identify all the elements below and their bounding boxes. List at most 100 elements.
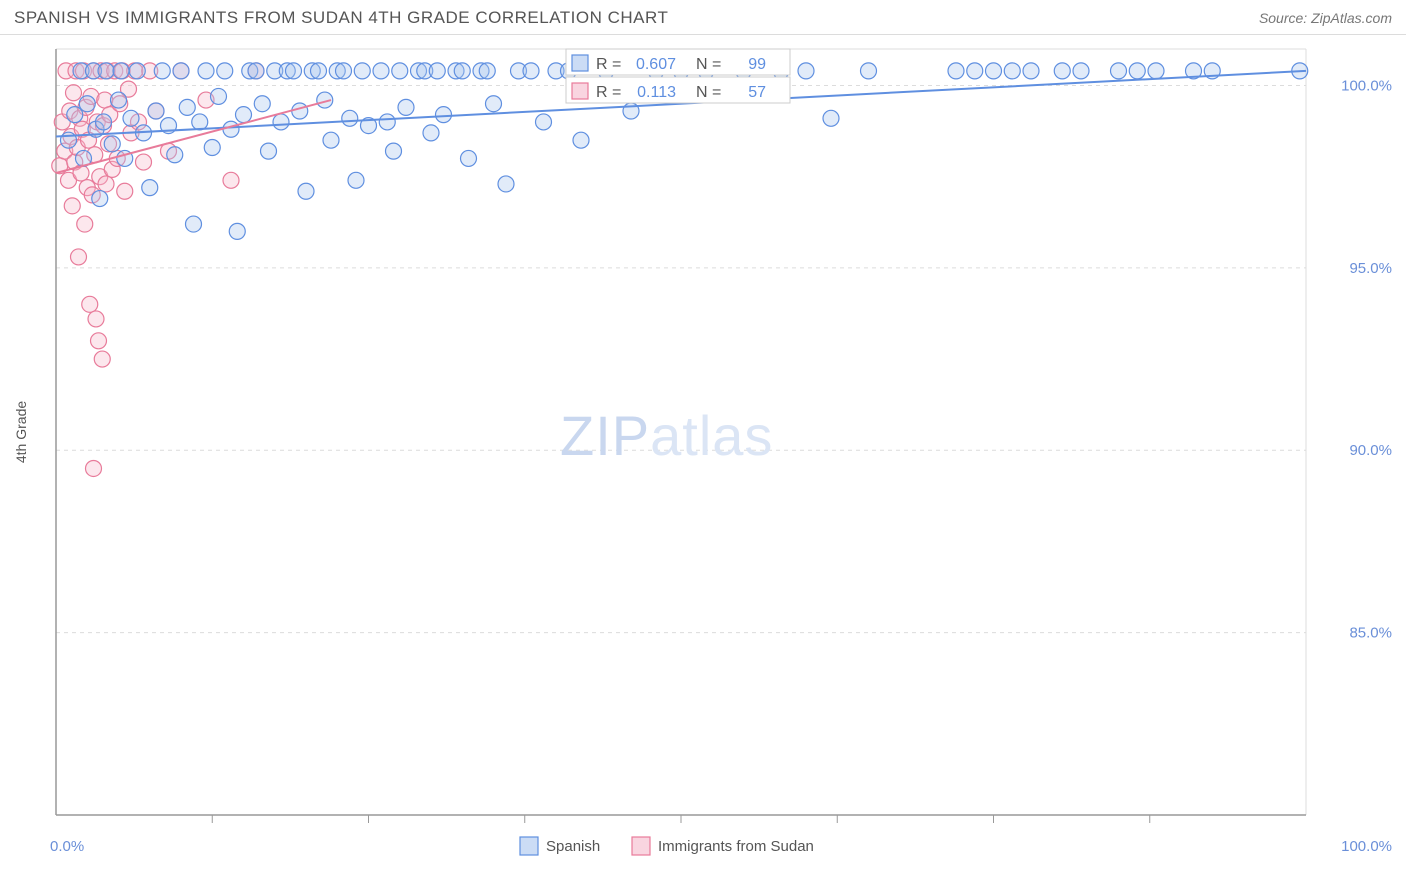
y-tick-label: 100.0% [1341, 77, 1392, 94]
data-point [248, 63, 264, 79]
data-point [148, 103, 164, 119]
y-axis-title: 4th Grade [13, 401, 29, 463]
data-point [98, 63, 114, 79]
chart-title: SPANISH VS IMMIGRANTS FROM SUDAN 4TH GRA… [14, 8, 668, 28]
data-point [498, 176, 514, 192]
legend-label: Spanish [546, 838, 600, 855]
data-point [948, 63, 964, 79]
data-point [398, 99, 414, 115]
stat-r-value: 0.607 [636, 56, 676, 73]
data-point [861, 63, 877, 79]
data-point [342, 110, 358, 126]
data-point [1111, 63, 1127, 79]
data-point [261, 143, 277, 159]
data-point [113, 63, 129, 79]
data-point [1054, 63, 1070, 79]
data-point [64, 198, 80, 214]
data-point [454, 63, 470, 79]
data-point [479, 63, 495, 79]
data-point [179, 99, 195, 115]
legend-swatch [572, 83, 588, 99]
y-tick-label: 90.0% [1349, 442, 1392, 459]
stat-label: R = [596, 84, 621, 101]
data-point [173, 63, 189, 79]
stat-label: N = [696, 84, 721, 101]
data-point [79, 96, 95, 112]
data-point [423, 125, 439, 141]
data-point [379, 114, 395, 130]
data-point [486, 96, 502, 112]
scatter-chart: 85.0% 90.0% 95.0% 100.0% ZIPatlas 0.0% 100.0% 4… [0, 35, 1406, 885]
data-point [461, 150, 477, 166]
x-tick-label: 100.0% [1341, 838, 1392, 855]
data-point [254, 96, 270, 112]
data-point [823, 110, 839, 126]
stat-n-value: 99 [748, 56, 766, 73]
stat-r-value: 0.113 [637, 84, 676, 101]
data-point [92, 191, 108, 207]
stat-n-value: 57 [748, 84, 766, 101]
data-point [111, 92, 127, 108]
data-point [292, 103, 308, 119]
legend-swatch [572, 55, 588, 71]
data-point [273, 114, 289, 130]
data-point [354, 63, 370, 79]
data-point [436, 107, 452, 123]
data-point [77, 216, 93, 232]
data-point [348, 172, 364, 188]
data-point [1148, 63, 1164, 79]
data-point [217, 63, 233, 79]
data-point [198, 63, 214, 79]
data-point [323, 132, 339, 148]
data-point [536, 114, 552, 130]
data-point [96, 114, 112, 130]
data-point [223, 172, 239, 188]
data-point [91, 333, 107, 349]
watermark: ZIPatlas [560, 404, 773, 467]
data-point [1004, 63, 1020, 79]
data-point [967, 63, 983, 79]
data-point [61, 132, 77, 148]
data-point [98, 176, 114, 192]
data-point [167, 147, 183, 163]
data-point [336, 63, 352, 79]
legend-swatch [520, 837, 538, 855]
data-point [1023, 63, 1039, 79]
data-point [88, 311, 104, 327]
chart-area: 85.0% 90.0% 95.0% 100.0% ZIPatlas 0.0% 100.0% 4… [0, 35, 1406, 885]
data-point [123, 110, 139, 126]
data-point [67, 107, 83, 123]
y-tick-label: 85.0% [1349, 625, 1392, 642]
data-point [66, 85, 82, 101]
data-point [229, 223, 245, 239]
data-point [223, 121, 239, 137]
chart-header: SPANISH VS IMMIGRANTS FROM SUDAN 4TH GRA… [0, 0, 1406, 35]
data-point [386, 143, 402, 159]
data-point [798, 63, 814, 79]
data-point [523, 63, 539, 79]
data-point [286, 63, 302, 79]
data-point [117, 183, 133, 199]
legend-swatch [632, 837, 650, 855]
stat-label: N = [696, 56, 721, 73]
stat-label: R = [596, 56, 621, 73]
chart-source: Source: ZipAtlas.com [1259, 10, 1392, 26]
data-point [192, 114, 208, 130]
data-point [142, 180, 158, 196]
data-point [986, 63, 1002, 79]
data-point [129, 63, 145, 79]
data-point [573, 132, 589, 148]
data-point [154, 63, 170, 79]
y-tick-label: 95.0% [1349, 260, 1392, 277]
data-point [71, 249, 87, 265]
data-point [392, 63, 408, 79]
data-point [86, 460, 102, 476]
data-point [311, 63, 327, 79]
data-point [298, 183, 314, 199]
data-point [94, 351, 110, 367]
x-tick-label: 0.0% [50, 838, 84, 855]
legend-label: Immigrants from Sudan [658, 838, 814, 855]
data-point [211, 88, 227, 104]
data-point [82, 296, 98, 312]
data-point [204, 139, 220, 155]
